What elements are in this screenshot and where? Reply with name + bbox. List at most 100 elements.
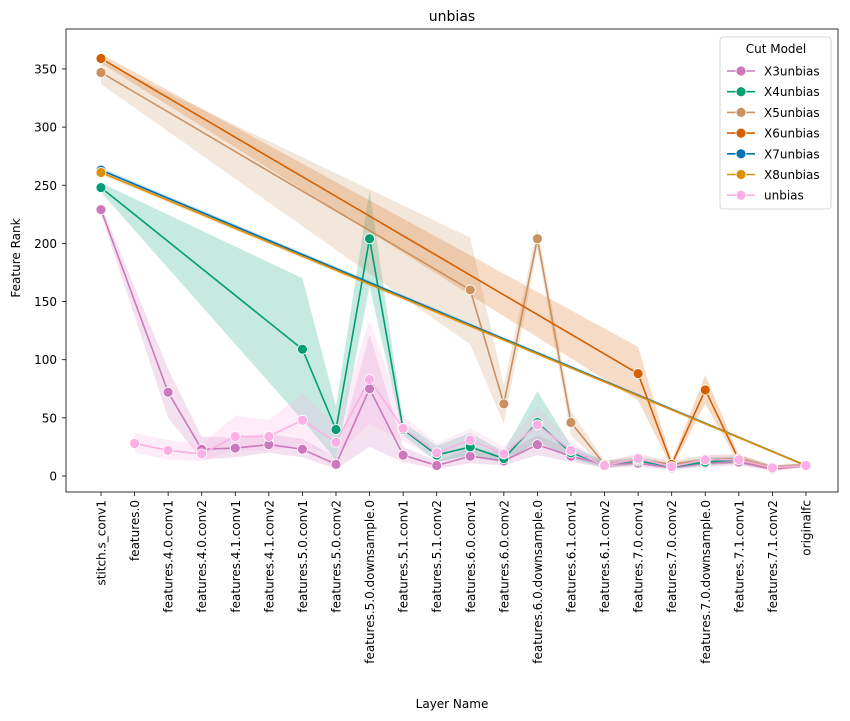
y-tick-label: 350 <box>34 62 57 76</box>
x-tick-label: features.4.0.conv1 <box>162 500 176 613</box>
legend-items: X3unbias X4unbias X5unbias X6unbias X7unbias… <box>727 65 820 203</box>
point-x5unbias <box>498 398 510 410</box>
x-tick-label: features.6.0.conv2 <box>497 500 511 613</box>
x-tick-label: features.7.1.conv2 <box>766 500 780 613</box>
y-tick-label: 0 <box>49 470 57 484</box>
x-tick-label: features.4.1.conv2 <box>262 500 276 613</box>
x-tick-label: originalfc <box>799 500 813 556</box>
legend-label: X4unbias <box>764 85 820 99</box>
x-tick-label: features.6.1.conv1 <box>564 500 578 613</box>
point-x3unbias <box>464 450 476 462</box>
series-markers <box>95 53 812 475</box>
point-x3unbias <box>330 458 342 470</box>
point-x5unbias <box>532 233 543 245</box>
point-x4unbias <box>95 182 107 193</box>
x-tick-label: features.7.0.downsample.0 <box>699 500 713 664</box>
point-x3unbias <box>297 443 308 455</box>
legend-swatch-marker <box>735 107 747 118</box>
x-tick-label: features.4.0.conv2 <box>195 500 209 613</box>
confidence-bands <box>101 53 806 472</box>
point-unbias <box>498 448 510 460</box>
x-tick-label: features.7.1.conv1 <box>732 500 746 613</box>
point-x3unbias <box>229 442 241 454</box>
x-tick-label: features.5.0.downsample.0 <box>363 500 377 664</box>
legend-label: X5unbias <box>764 106 820 120</box>
point-x4unbias <box>330 424 342 435</box>
point-unbias <box>364 374 375 385</box>
legend-label: X8unbias <box>764 168 820 182</box>
legend-swatch-marker <box>735 169 747 180</box>
point-unbias <box>431 447 443 459</box>
legend-swatch-marker <box>735 189 747 201</box>
series-lines <box>100 57 807 470</box>
legend-label: X6unbias <box>764 127 820 141</box>
plot-frame <box>65 28 839 493</box>
point-unbias <box>532 419 543 431</box>
y-tick-label: 250 <box>34 179 57 193</box>
y-axis-ticks: 0 50 100 150 200 250 300 350 <box>34 62 66 484</box>
x-tick-label: features.7.0.conv2 <box>665 500 679 613</box>
point-unbias <box>297 414 308 426</box>
band-x4unbias <box>101 182 806 471</box>
y-tick-label: 50 <box>42 411 57 425</box>
x-tick-label: features.5.0.conv1 <box>296 500 310 613</box>
x-tick-label: features.5.0.conv2 <box>329 500 343 613</box>
point-x5unbias <box>95 67 107 78</box>
y-axis-label: Feature Rank <box>9 218 23 297</box>
point-unbias <box>464 434 476 446</box>
point-unbias <box>767 462 778 474</box>
legend-title: Cut Model <box>746 42 807 56</box>
band-x6unbias <box>101 53 806 471</box>
legend-label: X7unbias <box>764 147 820 161</box>
line-x8unbias <box>100 171 807 467</box>
point-x6unbias <box>699 384 711 396</box>
x-tick-label: features.5.1.conv2 <box>430 500 444 613</box>
x-tick-label: features.6.1.conv2 <box>598 500 612 613</box>
point-x6unbias <box>95 53 107 64</box>
band-unbias <box>134 320 806 471</box>
y-tick-label: 300 <box>34 121 57 135</box>
x-tick-label: features.6.0.conv1 <box>464 500 478 613</box>
x-tick-label: features.7.0.conv1 <box>632 500 646 613</box>
point-x5unbias <box>565 417 577 428</box>
point-unbias <box>632 453 644 464</box>
legend-swatch-marker <box>735 148 747 160</box>
x-axis-label: Layer Name <box>416 697 489 711</box>
point-x3unbias <box>397 449 409 461</box>
legend-swatch-marker <box>735 127 747 139</box>
legend-label: X3unbias <box>764 65 820 79</box>
point-unbias <box>263 431 275 442</box>
y-tick-label: 100 <box>34 353 57 367</box>
point-x3unbias <box>162 386 174 398</box>
point-x8unbias <box>95 167 107 178</box>
x-tick-label: features.0 <box>128 500 142 561</box>
legend: Cut Model X3unbias X4unbias X5unbias X6unbi… <box>719 36 832 210</box>
point-unbias <box>330 436 342 448</box>
point-x3unbias <box>431 460 443 471</box>
y-tick-label: 200 <box>34 237 57 251</box>
point-unbias <box>397 422 409 434</box>
legend-label: unbias <box>764 189 804 203</box>
point-x3unbias <box>95 204 107 216</box>
point-unbias <box>565 445 577 456</box>
x-axis-ticks: stitch.s_conv1 features.0 features.4.0.con… <box>95 492 813 664</box>
x-tick-label: stitch.s_conv1 <box>95 500 109 586</box>
point-x4unbias <box>364 233 375 245</box>
point-unbias <box>162 445 174 456</box>
y-tick-label: 150 <box>34 295 57 309</box>
point-unbias <box>699 454 711 466</box>
point-unbias <box>196 448 208 460</box>
point-x5unbias <box>464 284 476 296</box>
point-unbias <box>599 460 610 471</box>
x-tick-label: features.4.1.conv1 <box>229 500 243 613</box>
x-tick-label: features.5.1.conv1 <box>397 500 411 613</box>
chart-title: unbias <box>429 9 475 25</box>
point-x3unbias <box>364 383 375 395</box>
point-unbias <box>229 431 241 442</box>
point-unbias <box>666 461 678 473</box>
point-x3unbias <box>532 439 543 450</box>
point-x6unbias <box>632 368 644 380</box>
point-x4unbias <box>297 343 308 355</box>
point-unbias <box>733 454 745 466</box>
